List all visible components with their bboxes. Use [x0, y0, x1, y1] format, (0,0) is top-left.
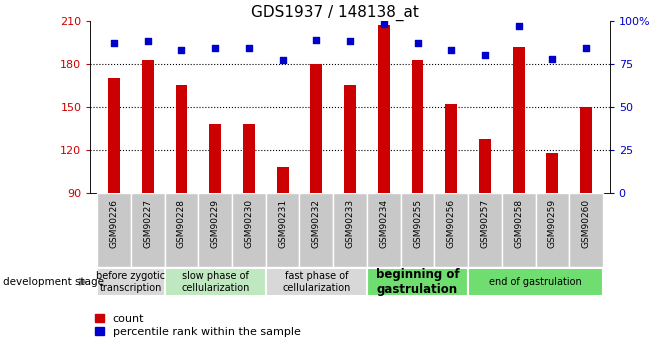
- Bar: [142, 59, 153, 193]
- Bar: [411, 59, 423, 193]
- Bar: [232, 193, 266, 267]
- Bar: [97, 268, 165, 296]
- Bar: [344, 85, 356, 193]
- Bar: [243, 124, 255, 193]
- Point: [109, 40, 119, 46]
- Point: [513, 23, 524, 29]
- Bar: [547, 153, 558, 193]
- Text: GSM90259: GSM90259: [548, 199, 557, 248]
- Point: [446, 47, 456, 53]
- Text: GSM90258: GSM90258: [514, 199, 523, 248]
- Text: GSM90228: GSM90228: [177, 199, 186, 248]
- Bar: [266, 193, 299, 267]
- Text: GSM90256: GSM90256: [447, 199, 456, 248]
- Text: GSM90232: GSM90232: [312, 199, 321, 248]
- Bar: [434, 193, 468, 267]
- Bar: [446, 104, 457, 193]
- Text: end of gastrulation: end of gastrulation: [489, 277, 582, 287]
- Text: before zygotic
transcription: before zygotic transcription: [96, 271, 165, 293]
- Point: [244, 46, 255, 51]
- Text: GSM90230: GSM90230: [245, 199, 253, 248]
- Point: [412, 40, 423, 46]
- Bar: [513, 47, 525, 193]
- Point: [176, 47, 187, 53]
- Bar: [479, 139, 491, 193]
- Bar: [367, 193, 401, 267]
- Bar: [310, 64, 322, 193]
- Bar: [502, 193, 535, 267]
- Text: GSM90227: GSM90227: [143, 199, 152, 248]
- Bar: [468, 268, 603, 296]
- Text: slow phase of
cellularization: slow phase of cellularization: [181, 271, 249, 293]
- Bar: [209, 124, 221, 193]
- Bar: [165, 193, 198, 267]
- Bar: [165, 268, 266, 296]
- Text: GSM90233: GSM90233: [346, 199, 354, 248]
- Text: GSM90231: GSM90231: [278, 199, 287, 248]
- Text: GSM90257: GSM90257: [480, 199, 490, 248]
- Text: development stage: development stage: [3, 277, 105, 287]
- Text: beginning of
gastrulation: beginning of gastrulation: [376, 268, 460, 296]
- Bar: [580, 107, 592, 193]
- Bar: [266, 268, 367, 296]
- Point: [277, 58, 288, 63]
- Point: [311, 37, 322, 42]
- Text: GSM90260: GSM90260: [582, 199, 590, 248]
- Text: GDS1937 / 148138_at: GDS1937 / 148138_at: [251, 5, 419, 21]
- Bar: [535, 193, 570, 267]
- Legend: count, percentile rank within the sample: count, percentile rank within the sample: [90, 309, 305, 342]
- Point: [143, 39, 153, 44]
- Point: [480, 52, 490, 58]
- Bar: [277, 167, 289, 193]
- Point: [379, 21, 389, 27]
- Text: fast phase of
cellularization: fast phase of cellularization: [282, 271, 350, 293]
- Bar: [198, 193, 232, 267]
- Bar: [570, 193, 603, 267]
- Point: [547, 56, 557, 61]
- Bar: [468, 193, 502, 267]
- Point: [581, 46, 592, 51]
- Bar: [401, 193, 434, 267]
- Bar: [108, 78, 120, 193]
- Text: GSM90229: GSM90229: [210, 199, 220, 248]
- Bar: [299, 193, 333, 267]
- Bar: [333, 193, 367, 267]
- Text: GSM90234: GSM90234: [379, 199, 389, 248]
- Point: [210, 46, 220, 51]
- Bar: [367, 268, 468, 296]
- Bar: [97, 193, 131, 267]
- Point: [345, 39, 356, 44]
- Bar: [131, 193, 165, 267]
- Text: GSM90255: GSM90255: [413, 199, 422, 248]
- Text: GSM90226: GSM90226: [110, 199, 119, 248]
- Bar: [176, 85, 188, 193]
- Bar: [378, 25, 390, 193]
